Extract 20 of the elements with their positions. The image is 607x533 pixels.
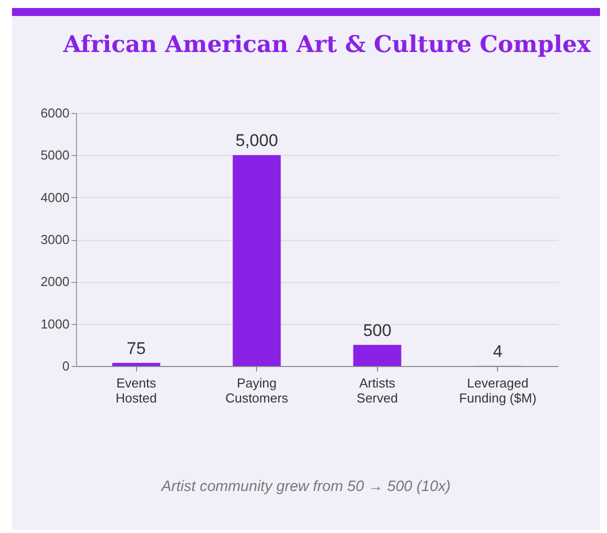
y-tick-label: 6000 [40,106,70,120]
text: Artist community grew from 50 → 500 (10x) [160,478,452,495]
y-tick-label: 3000 [40,232,70,247]
x-tick-label: Leveraged Funding ($M) [459,376,536,406]
y-tick-label: 0 [62,358,70,374]
y-tick-label: 2000 [40,274,70,290]
bar [112,362,160,366]
x-tick-label: Paying Customers [225,376,289,406]
y-tick-label: 4000 [40,190,70,205]
bar [232,155,281,366]
y-tick-label: 5000 [40,148,70,163]
data-label: 75 [126,338,146,358]
bar [353,344,402,366]
x-tick-label: Artists Served [356,376,398,406]
data-label: 5,000 [235,131,278,150]
data-label: 500 [363,320,392,340]
y-tick-label: 1000 [40,316,70,332]
chart-title: African American Art & Culture Complex [62,31,592,58]
data-label: 4 [493,342,502,361]
x-tick-label: Events Hosted [116,376,157,406]
